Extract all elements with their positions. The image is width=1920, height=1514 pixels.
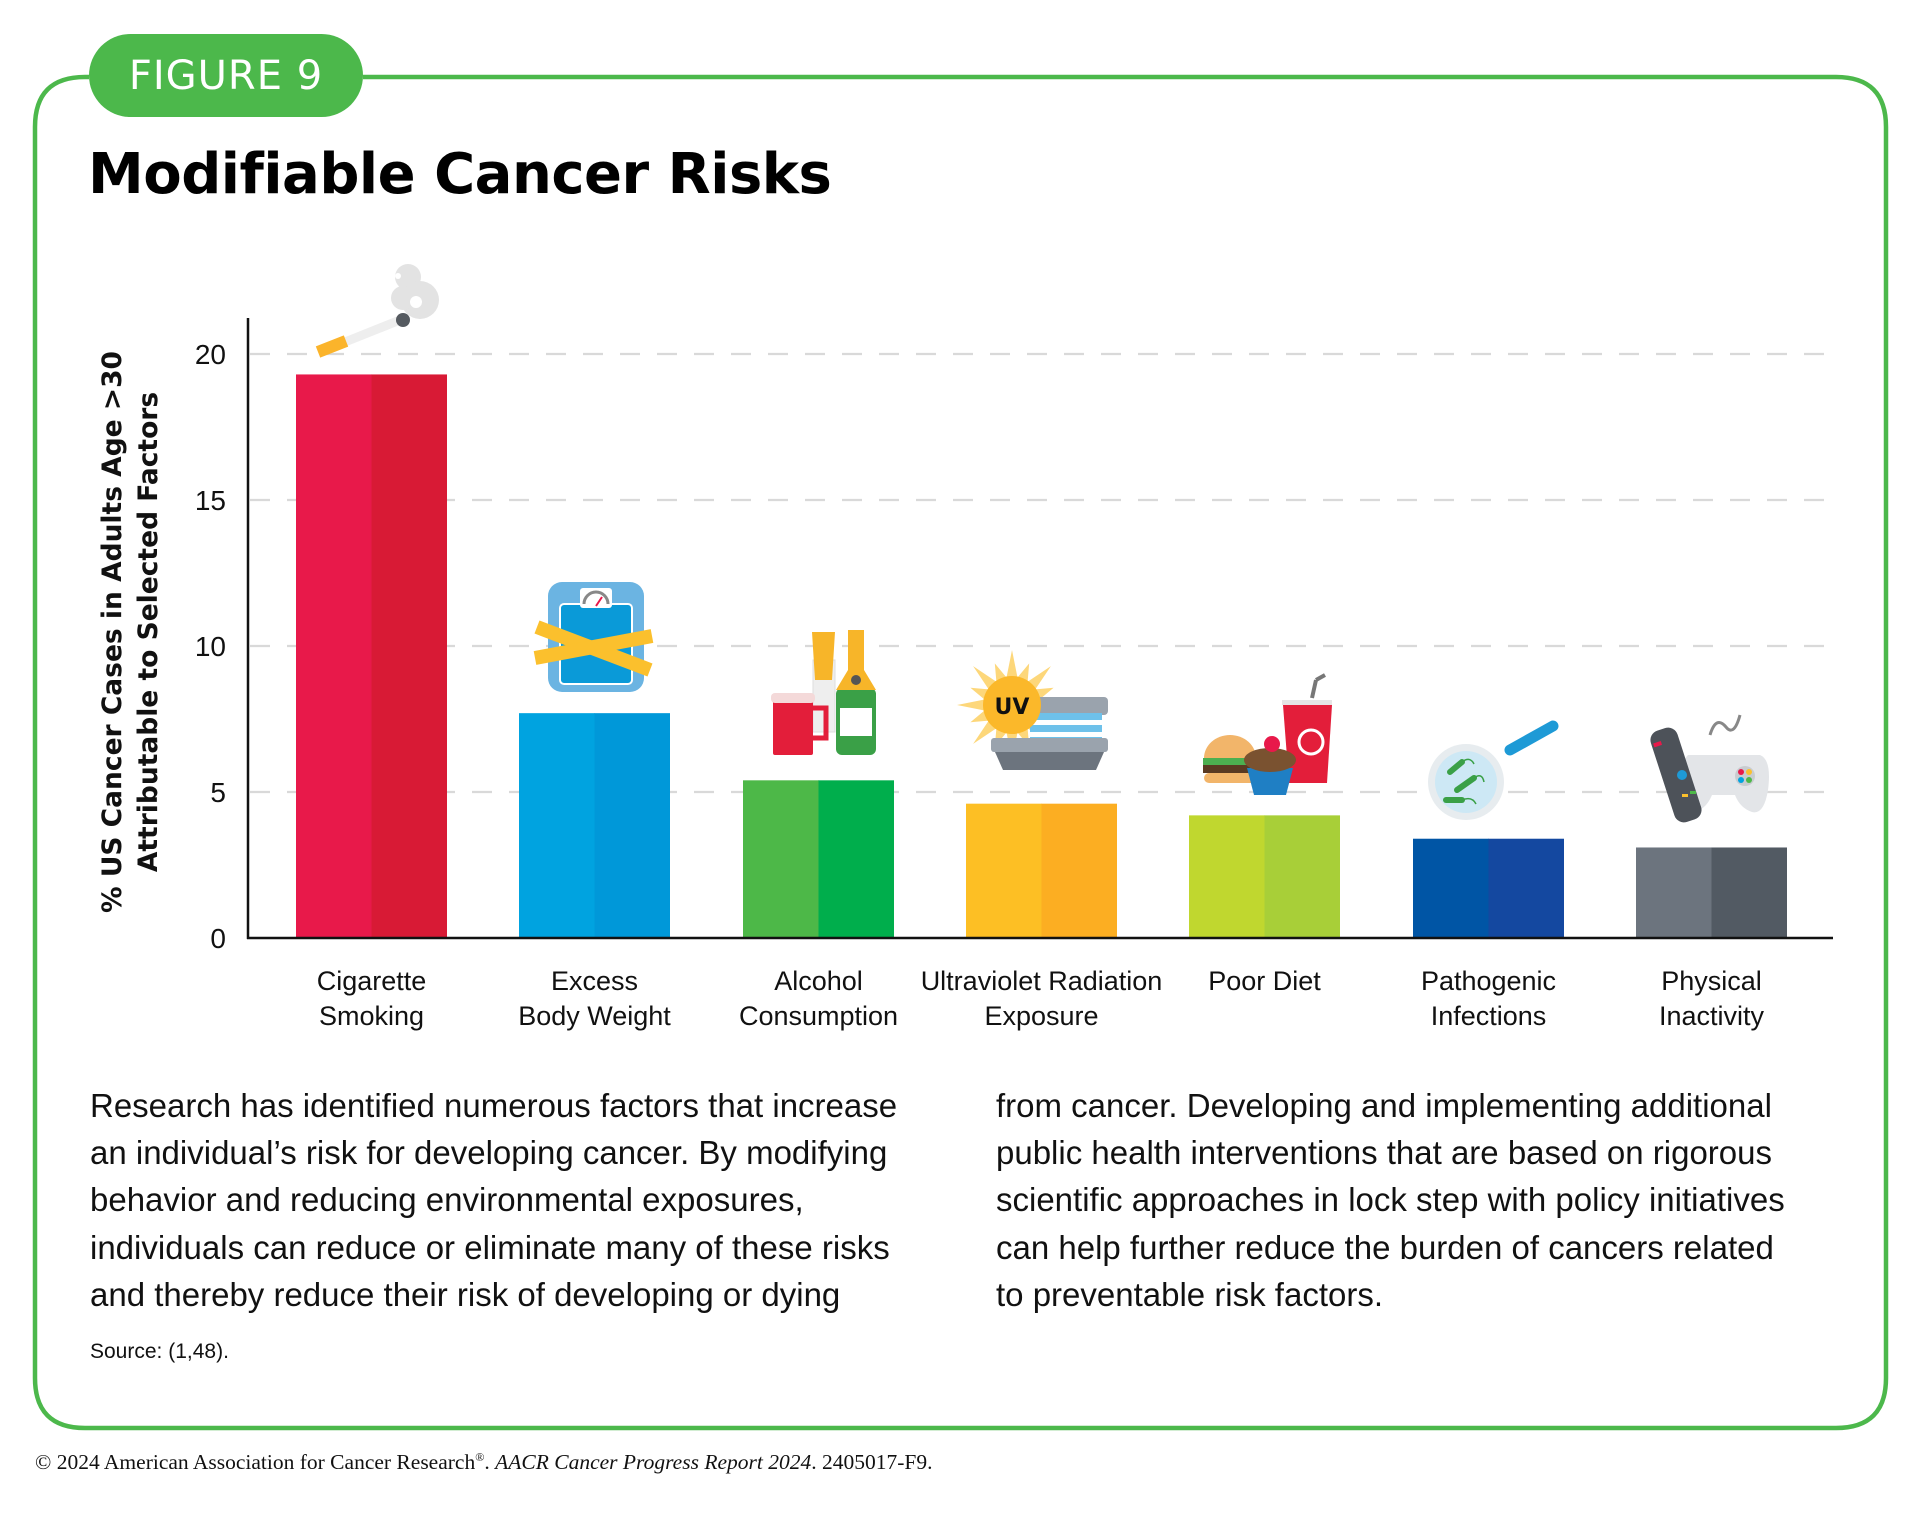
bar-right-half <box>1488 838 1564 938</box>
y-tick-labels: 0 5 10 15 20 <box>195 339 226 954</box>
bar-left-half <box>519 713 595 938</box>
gridlines <box>250 352 1833 794</box>
x-category-label: Smoking <box>319 1001 424 1031</box>
figure-label: FIGURE 9 <box>128 52 324 99</box>
x-category-label: Poor Diet <box>1208 966 1321 996</box>
bar-left-half <box>743 780 819 938</box>
y-tick-label: 0 <box>210 923 226 954</box>
y-tick-label: 15 <box>195 485 226 516</box>
copyright-footer: © 2024 American Association for Cancer R… <box>35 1450 932 1475</box>
figure-title: Modifiable Cancer Risks <box>88 142 832 207</box>
registered-mark: ® <box>475 1450 485 1464</box>
bar-right-half <box>371 374 447 938</box>
bar <box>1413 838 1564 938</box>
paragraph-line: scientific approaches in lock step with … <box>996 1181 1785 1219</box>
x-category-label: Body Weight <box>518 1001 671 1031</box>
y-axis-title: % US Cancer Cases in Adults Age >30 Attr… <box>97 351 164 913</box>
bar <box>743 780 894 938</box>
magnified-bacteria-icon <box>1428 720 1559 820</box>
bar-left-half <box>296 374 372 938</box>
frame-border <box>32 74 1889 1431</box>
paragraph-line: from cancer. Developing and implementing… <box>996 1087 1772 1124</box>
bar <box>296 374 447 938</box>
y-tick-label: 20 <box>195 339 226 370</box>
bar-left-half <box>1189 815 1265 938</box>
figure-id: . 2405017-F9. <box>811 1450 933 1475</box>
cigarette-icon <box>315 264 439 358</box>
scale-tape-measure-icon <box>533 582 654 692</box>
bar-left-half <box>1413 838 1489 938</box>
y-tick-label: 10 <box>195 631 226 662</box>
paragraph-line: Research has identified numerous factors… <box>90 1087 898 1124</box>
x-category-label: Physical <box>1661 966 1762 996</box>
copyright-text: © 2024 American Association for Cancer R… <box>35 1450 476 1475</box>
bar-chart: UV 0 5 10 15 20 Cigarette Smoking Excess Body W… <box>97 264 1833 1031</box>
x-category-labels: Cigarette Smoking Excess Body Weight Alcohol… <box>317 966 1765 1031</box>
x-category-label: Pathogenic <box>1421 966 1556 996</box>
bar <box>1636 847 1787 938</box>
y-axis-title-line-1: % US Cancer Cases in Adults Age >30 <box>97 351 128 913</box>
bar-icons: UV <box>315 264 1769 823</box>
beer-champagne-icon <box>771 630 876 755</box>
uv-icon-text: UV <box>995 695 1030 720</box>
paragraph-line: to preventable risk factors. <box>996 1275 1384 1313</box>
paragraph-line: an individual’s risk for developing canc… <box>90 1134 888 1172</box>
copyright-separator: . <box>484 1450 496 1475</box>
bar-left-half <box>1636 847 1712 938</box>
bars <box>296 374 1787 938</box>
axes <box>246 318 1833 940</box>
body-paragraph-left: Research has identified numerous factors… <box>90 1082 940 1318</box>
x-category-label: Infections <box>1431 1001 1547 1031</box>
paragraph-line: individuals can reduce or eliminate many… <box>90 1228 890 1266</box>
paragraph-line: and thereby reduce their risk of develop… <box>90 1275 841 1313</box>
x-category-label: Ultraviolet Radiation <box>921 966 1163 996</box>
bar-right-half <box>1264 815 1340 938</box>
bar <box>1189 815 1340 938</box>
report-name: AACR Cancer Progress Report 2024 <box>495 1450 812 1475</box>
bar-right-half <box>818 780 894 938</box>
bar <box>966 803 1117 938</box>
x-category-label: Exposure <box>984 1001 1098 1031</box>
y-axis-title-line-2: Attributable to Selected Factors <box>133 392 164 872</box>
bar-right-half <box>1041 803 1117 938</box>
paragraph-line: can help further reduce the burden of ca… <box>996 1228 1774 1266</box>
x-category-label: Excess <box>551 966 638 996</box>
x-category-label: Inactivity <box>1659 1001 1765 1031</box>
source-note: Source: (1,48). <box>90 1340 229 1363</box>
bar <box>519 713 670 938</box>
remote-gamepad-icon <box>1650 714 1769 823</box>
body-paragraph-right: from cancer. Developing and implementing… <box>996 1082 1846 1318</box>
bar-left-half <box>966 803 1042 938</box>
paragraph-line: behavior and reducing environmental expo… <box>90 1181 804 1219</box>
x-category-label: Consumption <box>739 1001 898 1031</box>
figure-label-badge: FIGURE 9 <box>89 34 363 117</box>
fast-food-icon <box>1203 673 1332 795</box>
uv-tanning-bed-icon: UV <box>957 650 1108 770</box>
bar-right-half <box>1711 847 1787 938</box>
paragraph-line: public health interventions that are bas… <box>996 1134 1772 1172</box>
x-category-label: Cigarette <box>317 966 427 996</box>
x-category-label: Alcohol <box>774 966 863 996</box>
bar-right-half <box>594 713 670 938</box>
y-tick-label: 5 <box>210 777 226 808</box>
